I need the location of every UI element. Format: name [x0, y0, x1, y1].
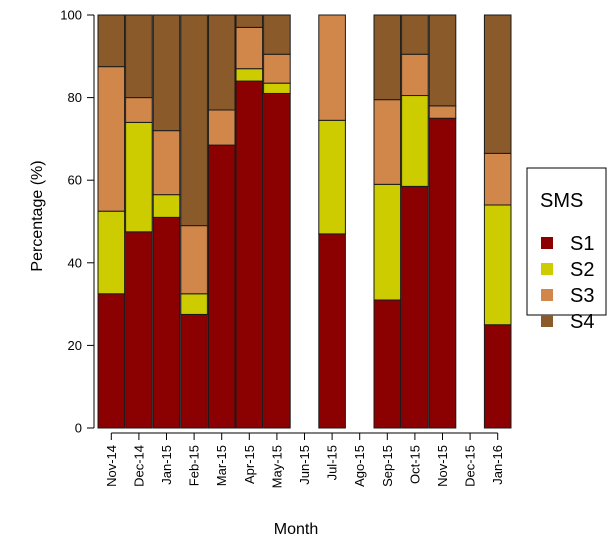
legend-items: S1 S2 S3 S4	[541, 233, 594, 333]
x-tick-label: Nov-14	[104, 445, 119, 487]
bar-segment-s4-may-15	[263, 14, 291, 55]
bar-segment-s3-jul-15	[318, 14, 346, 121]
bar-segment-s1-sep-15	[373, 299, 402, 429]
bar-segment-s1-nov-15	[428, 117, 457, 429]
y-axis: 0 20 40 60 80 100	[60, 8, 95, 436]
legend-label-s4: S4	[570, 311, 594, 333]
bar-segment-s1-mar-15	[207, 144, 236, 429]
bar-segment-s4-sep-15	[373, 14, 402, 101]
bar-segment-s4-nov-14	[97, 14, 126, 68]
bar-segment-s4-oct-15	[401, 14, 429, 55]
x-axis-title: Month	[274, 521, 318, 538]
legend-swatch-s1	[541, 237, 553, 249]
bar-segment-s1-jan-15	[152, 216, 181, 429]
bar-segment-s4-mar-15	[207, 14, 236, 111]
bar-segment-s1-jan-16	[483, 324, 512, 429]
bar-segment-s1-oct-15	[401, 185, 429, 429]
y-tick-label: 80	[68, 90, 82, 105]
bar-segment-s4-nov-15	[428, 14, 457, 107]
bar-segment-s4-apr-15	[235, 14, 264, 28]
bar-segment-s2-oct-15	[401, 95, 429, 187]
x-tick-label: Dec-14	[131, 445, 146, 487]
bar-segment-s2-sep-15	[373, 183, 402, 301]
y-tick-label: 100	[60, 8, 82, 23]
bar-segment-s1-jul-15	[318, 233, 346, 429]
x-tick-label: Mar-15	[214, 445, 229, 486]
bar-segment-s2-apr-15	[235, 68, 264, 82]
bar-segment-s1-dec-14	[125, 231, 153, 429]
bar-segment-s3-oct-15	[401, 53, 429, 97]
bar-segment-s2-jan-15	[152, 194, 181, 218]
y-tick-label: 40	[68, 255, 82, 270]
legend-swatch-s4	[541, 315, 553, 327]
bar-segment-s2-jan-16	[483, 204, 512, 326]
bar-segment-s3-sep-15	[373, 99, 402, 185]
legend-box	[526, 167, 607, 316]
bar-segment-s3-apr-15	[235, 26, 264, 70]
x-tick-label: Nov-15	[435, 445, 450, 487]
legend-swatch-s3	[541, 289, 553, 301]
y-tick-label: 20	[68, 338, 82, 353]
bar-segment-s3-feb-15	[180, 225, 208, 295]
bar-segment-s1-apr-15	[235, 80, 264, 429]
bar-segment-s1-may-15	[263, 92, 291, 429]
bar-segment-s3-nov-15	[428, 105, 457, 119]
x-tick-label: Ago-15	[352, 445, 367, 487]
legend-label-s1: S1	[570, 233, 594, 255]
x-tick-label: Jul-15	[325, 445, 340, 480]
bar-segment-s3-may-15	[263, 53, 291, 84]
bar-segment-s3-jan-16	[483, 152, 512, 206]
bar-segment-s3-mar-15	[207, 109, 236, 146]
x-tick-label: Dec-15	[463, 445, 478, 487]
bar-segment-s1-feb-15	[180, 313, 208, 429]
legend-title: SMS	[540, 190, 583, 212]
bar-segment-s4-jan-16	[483, 14, 512, 154]
legend-swatch-s2	[541, 263, 553, 275]
y-axis-title: Percentage (%)	[29, 160, 46, 271]
y-tick-label: 60	[68, 173, 82, 188]
bar-segment-s1-nov-14	[97, 293, 126, 429]
bar-segment-s2-may-15	[263, 82, 291, 94]
legend: SMS S1 S2 S3 S4	[526, 167, 607, 333]
y-tick-label: 0	[75, 421, 82, 436]
bar-segment-s3-dec-14	[125, 97, 153, 123]
bar-segment-s3-jan-15	[152, 130, 181, 196]
bars-group	[97, 14, 512, 429]
x-tick-label: Jan-16	[490, 445, 505, 485]
x-tick-label: Apr-15	[242, 445, 257, 484]
bar-segment-s2-nov-14	[97, 210, 126, 295]
bar-segment-s4-feb-15	[180, 14, 208, 227]
bar-segment-s4-dec-14	[125, 14, 153, 99]
bar-segment-s2-jul-15	[318, 119, 346, 235]
bar-segment-s4-jan-15	[152, 14, 181, 132]
bar-segment-s3-nov-14	[97, 66, 126, 212]
x-axis: Nov-14 Dec-14 Jan-15 Feb-15 Mar-15 Apr-15 May-…	[104, 432, 505, 488]
x-tick-label: Sep-15	[380, 445, 395, 487]
x-tick-label: Jan-15	[159, 445, 174, 485]
bar-segment-s2-dec-14	[125, 121, 153, 233]
legend-label-s2: S2	[570, 259, 594, 281]
legend-label-s3: S3	[570, 285, 594, 307]
bar-segment-s2-feb-15	[180, 293, 208, 315]
x-tick-label: Oct-15	[407, 445, 422, 484]
x-tick-label: Jun-15	[297, 445, 312, 485]
x-tick-label: Feb-15	[187, 445, 202, 486]
x-tick-label: May-15	[269, 445, 284, 488]
